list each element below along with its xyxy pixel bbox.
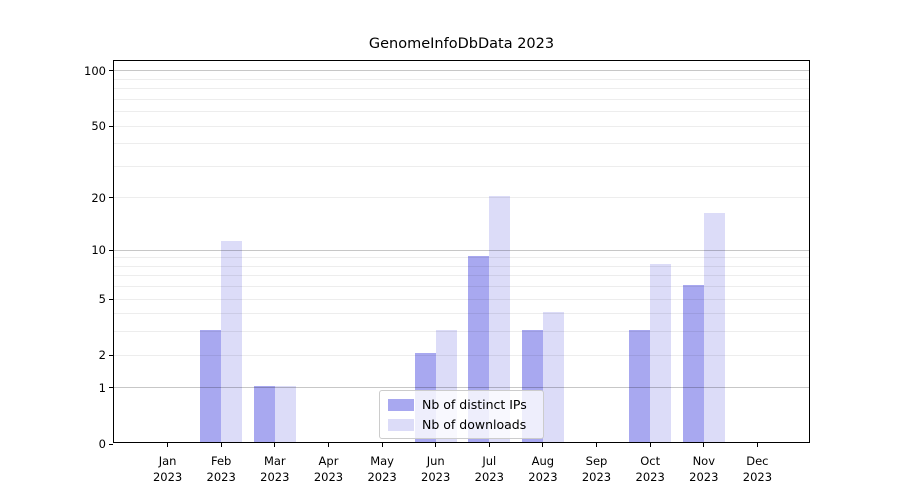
y-tick-label-50: 50 <box>91 119 106 133</box>
y-tick-label-0: 0 <box>98 437 106 451</box>
x-tick-label-mar-2023: Mar 2023 <box>260 454 290 484</box>
legend-swatch-distinct-ips <box>388 398 414 411</box>
bar-nb-of-distinct-ips-oct-2023 <box>629 329 651 442</box>
x-tick-label-oct-2023: Oct 2023 <box>635 454 665 484</box>
bar-nb-of-downloads-mar-2023 <box>274 385 296 442</box>
y-tick-label-1: 1 <box>98 380 106 395</box>
x-tick-sep-2023 <box>596 443 597 447</box>
y-tick-label-100: 100 <box>84 63 106 78</box>
legend-swatch-downloads <box>388 418 414 431</box>
x-tick-label-apr-2023: Apr 2023 <box>313 454 344 484</box>
gridline-minor-80 <box>114 88 809 90</box>
x-tick-oct-2023 <box>649 443 651 447</box>
gridline-minor-40 <box>114 143 809 145</box>
x-tick-aug-2023 <box>542 443 544 447</box>
gridline-minor-4 <box>114 313 809 315</box>
gridline-minor-9 <box>114 257 809 259</box>
x-tick-label-may-2023: May 2023 <box>367 454 397 484</box>
y-tick-20 <box>109 197 113 199</box>
x-tick-feb-2023 <box>220 443 222 447</box>
gridline-minor-8 <box>114 265 809 267</box>
legend-label-downloads: Nb of downloads <box>422 417 527 432</box>
legend-item-distinct-ips: Nb of distinct IPs <box>388 396 535 413</box>
gridline-minor-60 <box>114 111 809 113</box>
gridline-major-10 <box>114 249 809 251</box>
gridline-major-100 <box>114 70 809 72</box>
x-tick-nov-2023 <box>703 443 705 447</box>
x-tick-jun-2023 <box>435 443 437 447</box>
gridline-minor-70 <box>114 98 809 100</box>
gridline-minor-30 <box>114 165 809 167</box>
x-tick-label-jul-2023: Jul 2023 <box>474 454 504 484</box>
gridline-minor-20 <box>114 197 809 199</box>
x-tick-label-nov-2023: Nov 2023 <box>689 454 719 484</box>
y-tick-5 <box>109 298 113 300</box>
legend-item-downloads: Nb of downloads <box>388 416 535 433</box>
gridline-minor-6 <box>114 286 809 288</box>
gridline-minor-90 <box>114 78 809 80</box>
gridline-major-1 <box>114 387 809 389</box>
plot-area: Nb of distinct IPs Nb of downloads Jan 2… <box>84 60 810 484</box>
y-tick-1 <box>109 387 113 389</box>
legend: Nb of distinct IPs Nb of downloads <box>379 390 544 439</box>
x-tick-may-2023 <box>381 443 383 447</box>
x-tick-label-aug-2023: Aug 2023 <box>528 454 558 484</box>
y-tick-100 <box>109 70 113 72</box>
gridline-minor-5 <box>114 298 809 300</box>
y-tick-10 <box>109 249 113 251</box>
x-tick-jan-2023 <box>167 443 169 447</box>
x-tick-label-jan-2023: Jan 2023 <box>152 454 183 484</box>
x-tick-dec-2023 <box>756 443 758 447</box>
y-tick-50 <box>109 125 113 127</box>
x-tick-label-dec-2023: Dec 2023 <box>742 454 773 484</box>
y-tick-label-20: 20 <box>91 190 106 205</box>
x-tick-jul-2023 <box>488 443 490 447</box>
y-tick-2 <box>109 354 113 356</box>
bar-nb-of-distinct-ips-nov-2023 <box>682 284 704 442</box>
gridline-minor-2 <box>114 354 809 356</box>
chart-title: GenomeInfoDbData 2023 <box>368 36 555 52</box>
y-tick-label-10: 10 <box>91 243 106 258</box>
bar-nb-of-downloads-feb-2023 <box>221 241 243 442</box>
bar-nb-of-downloads-aug-2023 <box>542 311 564 442</box>
x-tick-label-sep-2023: Sep 2023 <box>581 454 612 484</box>
bar-nb-of-distinct-ips-mar-2023 <box>253 385 275 442</box>
y-tick-label-2: 2 <box>98 348 106 363</box>
bar-nb-of-downloads-jul-2023 <box>489 195 511 442</box>
x-tick-mar-2023 <box>274 443 276 447</box>
gridline-minor-50 <box>114 125 809 127</box>
y-tick-0 <box>109 443 113 445</box>
x-tick-label-feb-2023: Feb 2023 <box>206 454 236 484</box>
gridline-minor-3 <box>114 331 809 333</box>
bar-nb-of-downloads-nov-2023 <box>703 212 725 442</box>
x-tick-apr-2023 <box>328 443 329 447</box>
bar-nb-of-downloads-oct-2023 <box>650 264 672 442</box>
x-tick-label-jun-2023: Jun 2023 <box>421 454 451 484</box>
bar-nb-of-distinct-ips-feb-2023 <box>200 329 222 442</box>
gridline-minor-7 <box>114 275 809 277</box>
legend-label-distinct-ips: Nb of distinct IPs <box>422 397 527 412</box>
y-tick-label-5: 5 <box>98 292 106 307</box>
